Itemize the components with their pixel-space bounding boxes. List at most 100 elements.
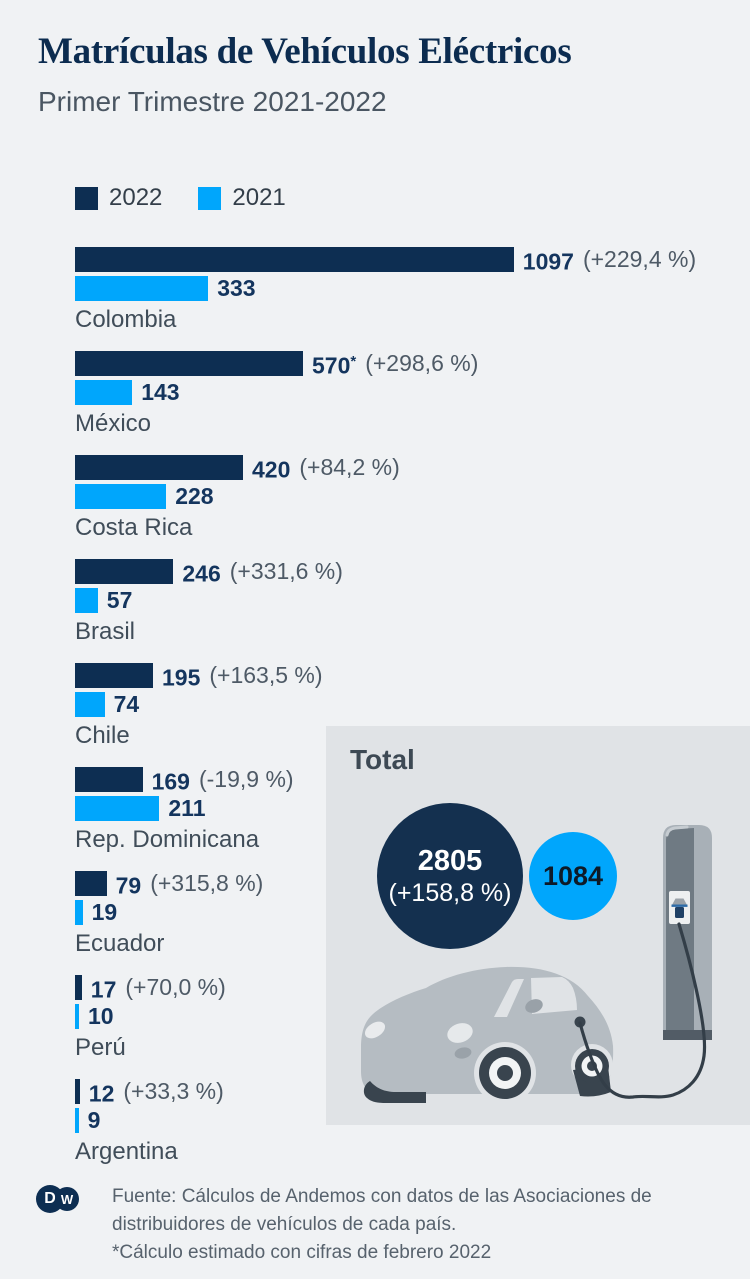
bar-2022 <box>75 767 143 792</box>
legend-label-2021: 2021 <box>232 184 286 211</box>
bar-2021 <box>75 276 209 301</box>
country-label: Costa Rica <box>75 514 193 541</box>
chart-legend: 2022 2021 <box>75 184 286 212</box>
pct-change-label: (+163,5 %) <box>209 662 323 688</box>
total-circle-2022: 2805 (+158,8 %) <box>377 803 523 949</box>
total-value-2022: 2805 <box>417 844 483 877</box>
value-2022-number: 12 <box>88 1080 115 1107</box>
dw-logo-icon: D W <box>36 1185 82 1213</box>
car-handle-detail <box>454 1047 472 1059</box>
country-row: 195 (+163,5 %) 74 Chile <box>75 663 696 751</box>
charging-cable <box>578 922 707 1099</box>
value-2021: 211 <box>168 795 206 821</box>
bar-2021 <box>75 588 98 613</box>
country-row: 570* (+298,6 %) 143 México <box>75 351 696 439</box>
footnote-line: *Cálculo estimado con cifras de febrero … <box>112 1242 492 1263</box>
value-2022-number: 246 <box>182 560 221 587</box>
bar-2021 <box>75 692 105 717</box>
pct-change-label: (+229,4 %) <box>582 246 697 272</box>
bar-line-2022: 17 (+70,0 %) <box>75 972 696 1003</box>
value-2022: 169 <box>152 764 190 795</box>
page-subtitle: Primer Trimestre 2021-2022 <box>38 86 387 117</box>
country-row: 420 (+84,2 %) 228 Costa Rica <box>75 455 696 543</box>
bar-line-2022: 12 (+33,3 %) <box>75 1078 696 1107</box>
legend-item-2021: 2021 <box>198 184 286 212</box>
bar-line-2022: 420 (+84,2 %) <box>75 455 696 483</box>
total-circle-2021: 1084 <box>529 832 617 920</box>
value-2022-number: 169 <box>151 768 190 795</box>
value-2021: 333 <box>217 275 256 301</box>
bar-line-2021: 143 <box>75 380 696 405</box>
footnote-asterisk: * <box>350 353 357 371</box>
pct-change-label: (+70,0 %) <box>125 974 226 1000</box>
car-mirror <box>525 999 543 1013</box>
total-pct-change: (+158,8 %) <box>388 878 512 907</box>
bar-line-2021: 9 <box>75 1108 696 1133</box>
value-2022: 246 <box>182 556 220 587</box>
country-label: Argentina <box>75 1138 178 1165</box>
rear-wheel-icon <box>575 1049 609 1083</box>
bar-line-2021: 57 <box>75 588 696 613</box>
bar-line-2021: 74 <box>75 692 696 717</box>
value-2022-number: 1097 <box>522 248 574 275</box>
bar-2021 <box>75 796 160 821</box>
legend-swatch-2021-icon <box>198 186 222 210</box>
bar-2021 <box>75 900 83 925</box>
country-row: 169 (-19,9 %) 211 Rep. Dominicana <box>75 767 696 855</box>
country-row: 1097 (+229,4 %) 333 Colombia <box>75 247 696 335</box>
bar-2022 <box>75 975 82 1000</box>
country-row: 79 (+315,8 %) 19 Ecuador <box>75 871 696 959</box>
bar-2022 <box>75 351 303 376</box>
value-2022-number: 570 <box>312 352 351 379</box>
country-label: Perú <box>75 1034 126 1061</box>
value-2022: 570* <box>312 348 356 379</box>
value-2021: 57 <box>106 587 133 613</box>
country-row: 12 (+33,3 %) 9 Argentina <box>75 1079 696 1167</box>
country-label: Colombia <box>75 306 177 333</box>
value-2021: 9 <box>87 1107 101 1133</box>
country-label: Brasil <box>75 618 136 645</box>
bar-line-2021: 228 <box>75 484 696 509</box>
value-2021: 143 <box>141 379 180 405</box>
car-door-detail <box>447 1023 473 1043</box>
bar-2021 <box>75 484 167 509</box>
bar-2022 <box>75 871 107 896</box>
value-2022-number: 17 <box>90 976 117 1003</box>
value-2022-number: 195 <box>162 664 201 691</box>
bar-line-2022: 195 (+163,5 %) <box>75 660 696 691</box>
country-label: México <box>75 410 152 437</box>
source-line-2: distribuidores de vehículos de cada país… <box>112 1214 457 1235</box>
value-2022-number: 420 <box>252 456 291 483</box>
bar-line-2021: 333 <box>75 276 696 301</box>
charging-station-icon <box>663 825 712 1040</box>
source-line-1: Fuente: Cálculos de Andemos con datos de… <box>112 1186 652 1207</box>
value-2021: 74 <box>113 691 140 717</box>
country-label: Chile <box>75 722 130 749</box>
value-2022: 17 <box>91 972 117 1003</box>
bar-line-2022: 79 (+315,8 %) <box>75 871 696 899</box>
total-value-2021: 1084 <box>542 860 604 891</box>
bar-line-2021: 211 <box>75 796 696 821</box>
car-front-bumper <box>363 1081 426 1103</box>
pct-change-label: (+331,6 %) <box>229 558 343 584</box>
bar-line-2022: 246 (+331,6 %) <box>75 556 696 587</box>
bar-2022 <box>75 1079 80 1104</box>
bar-2022 <box>75 455 243 480</box>
value-2021: 228 <box>175 483 214 509</box>
value-2021: 10 <box>88 1003 114 1029</box>
bar-line-2022: 1097 (+229,4 %) <box>75 246 697 275</box>
car-headlight <box>364 1021 386 1039</box>
bar-2022 <box>75 663 153 688</box>
pct-change-label: (+33,3 %) <box>123 1078 224 1104</box>
legend-swatch-2022-icon <box>75 186 98 210</box>
electric-car-icon <box>361 966 614 1104</box>
bar-line-2021: 19 <box>75 900 696 925</box>
legend-label-2022: 2022 <box>109 184 163 211</box>
pct-change-label: (+298,6 %) <box>365 350 479 376</box>
value-2022: 195 <box>162 660 200 691</box>
bar-line-2022: 169 (-19,9 %) <box>75 764 696 795</box>
value-2022-number: 79 <box>115 872 142 899</box>
total-panel: Total 2805 (+158,8 %) 1084 <box>326 726 750 1125</box>
page-title: Matrículas de Vehículos Eléctricos <box>38 31 572 72</box>
